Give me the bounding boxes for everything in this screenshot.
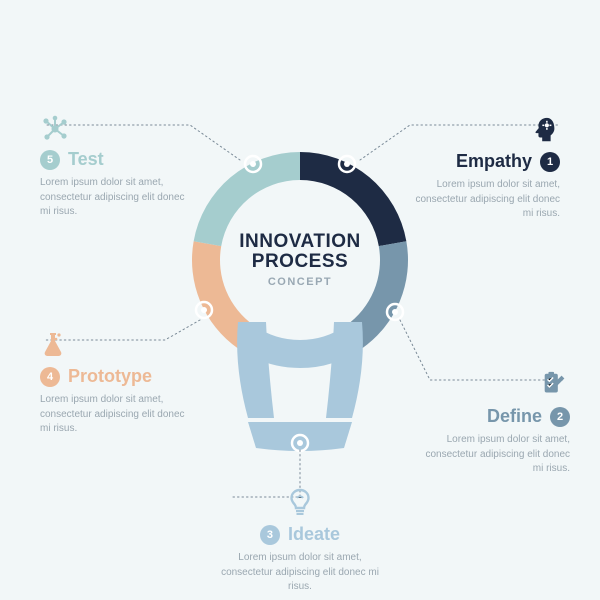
step-heading: Define 2 bbox=[420, 406, 570, 427]
step-heading: Empathy 1 bbox=[410, 151, 560, 172]
step-ideate: 3 Ideate Lorem ipsum dolor sit amet, conse… bbox=[215, 488, 385, 595]
step-label: Prototype bbox=[68, 366, 152, 387]
bulb-small-icon bbox=[215, 488, 385, 518]
step-number: 2 bbox=[550, 407, 570, 427]
step-number: 4 bbox=[40, 367, 60, 387]
subtitle: CONCEPT bbox=[210, 276, 390, 288]
title-line2: PROCESS bbox=[210, 252, 390, 272]
step-number: 3 bbox=[260, 525, 280, 545]
clipboard-pen-icon bbox=[420, 370, 570, 400]
step-label: Define bbox=[487, 406, 542, 427]
center-title: INNOVATION PROCESS CONCEPT bbox=[210, 232, 390, 288]
step-label: Ideate bbox=[288, 524, 340, 545]
step-test: 5 Test Lorem ipsum dolor sit amet, consect… bbox=[40, 115, 190, 220]
nodes-icon bbox=[40, 115, 190, 143]
step-desc: Lorem ipsum dolor sit amet, consectetur … bbox=[40, 176, 190, 220]
step-number: 5 bbox=[40, 150, 60, 170]
step-prototype: 4 Prototype Lorem ipsum dolor sit amet, co… bbox=[40, 330, 190, 437]
title-line1: INNOVATION bbox=[210, 232, 390, 252]
step-label: Empathy bbox=[456, 151, 532, 172]
step-desc: Lorem ipsum dolor sit amet, consectetur … bbox=[420, 433, 570, 477]
step-number: 1 bbox=[540, 152, 560, 172]
flask-icon bbox=[40, 330, 190, 360]
step-define: Define 2 Lorem ipsum dolor sit amet, conse… bbox=[420, 370, 570, 477]
step-desc: Lorem ipsum dolor sit amet, consectetur … bbox=[40, 393, 190, 437]
step-heading: 3 Ideate bbox=[215, 524, 385, 545]
step-heading: 5 Test bbox=[40, 149, 190, 170]
step-heading: 4 Prototype bbox=[40, 366, 190, 387]
step-empathy: Empathy 1 Lorem ipsum dolor sit amet, cons… bbox=[410, 115, 560, 222]
step-label: Test bbox=[68, 149, 104, 170]
step-desc: Lorem ipsum dolor sit amet, consectetur … bbox=[215, 551, 385, 595]
infographic-stage: INNOVATION PROCESS CONCEPT Empathy 1 Lorem… bbox=[0, 0, 600, 600]
step-desc: Lorem ipsum dolor sit amet, consectetur … bbox=[410, 178, 560, 222]
head-gear-icon bbox=[410, 115, 560, 145]
